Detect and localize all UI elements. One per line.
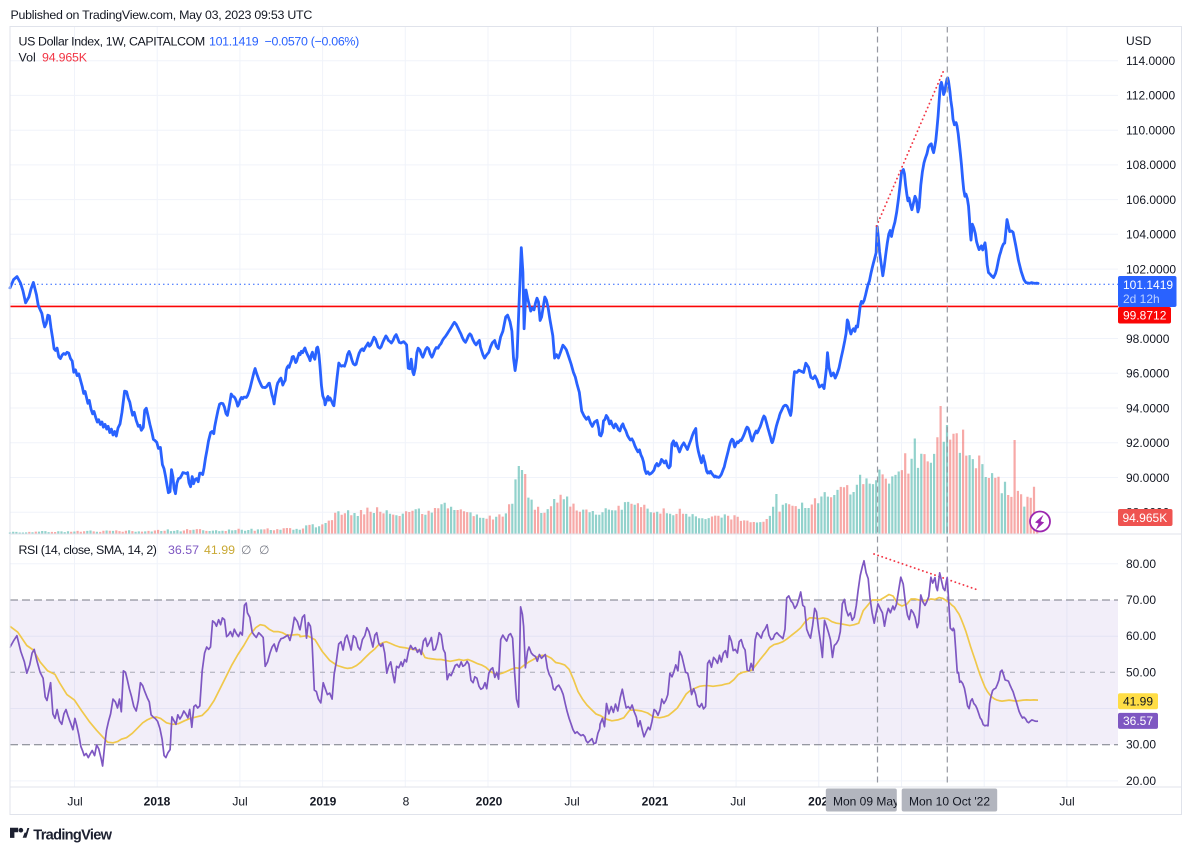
svg-text:∅: ∅ <box>241 543 251 557</box>
svg-text:Jul: Jul <box>67 795 82 809</box>
svg-text:60.00: 60.00 <box>1126 629 1156 643</box>
svg-text:94.0000: 94.0000 <box>1126 401 1170 415</box>
svg-text:∅: ∅ <box>259 543 269 557</box>
svg-text:30.00: 30.00 <box>1126 738 1156 752</box>
svg-text:Mon 09 May: Mon 09 May <box>833 795 899 809</box>
svg-text:94.965K: 94.965K <box>1123 511 1168 525</box>
svg-text:94.965K: 94.965K <box>42 51 88 65</box>
svg-text:90.0000: 90.0000 <box>1126 471 1170 485</box>
svg-text:98.0000: 98.0000 <box>1126 332 1170 346</box>
svg-text:101.1419: 101.1419 <box>1123 278 1173 292</box>
svg-text:114.0000: 114.0000 <box>1126 54 1175 68</box>
svg-text:8: 8 <box>403 795 410 809</box>
svg-text:102.0000: 102.0000 <box>1126 262 1176 276</box>
svg-text:50.00: 50.00 <box>1126 665 1156 679</box>
svg-text:TradingView: TradingView <box>33 828 112 844</box>
svg-text:110.0000: 110.0000 <box>1126 124 1175 138</box>
svg-text:41.99: 41.99 <box>204 543 235 557</box>
svg-text:2021: 2021 <box>642 795 669 809</box>
svg-text:Jul: Jul <box>730 795 745 809</box>
svg-text:Mon 10 Oct '22: Mon 10 Oct '22 <box>909 795 990 809</box>
svg-text:2018: 2018 <box>144 795 171 809</box>
svg-text:Vol: Vol <box>19 51 36 65</box>
svg-text:96.0000: 96.0000 <box>1126 367 1170 381</box>
svg-text:2020: 2020 <box>476 795 503 809</box>
svg-text:99.8712: 99.8712 <box>1123 309 1167 323</box>
svg-text:41.99: 41.99 <box>1123 695 1153 709</box>
svg-text:20.00: 20.00 <box>1126 774 1156 788</box>
svg-text:108.0000: 108.0000 <box>1126 158 1176 172</box>
svg-text:Published on TradingView.com,: Published on TradingView.com, May 03, 20… <box>11 8 313 22</box>
svg-text:92.0000: 92.0000 <box>1126 436 1170 450</box>
svg-text:106.0000: 106.0000 <box>1126 193 1176 207</box>
svg-text:Jul: Jul <box>564 795 579 809</box>
svg-text:2d 12h: 2d 12h <box>1123 292 1160 306</box>
svg-text:US Dollar Index, 1W, CAPITALCO: US Dollar Index, 1W, CAPITALCOM <box>19 35 205 49</box>
svg-text:2019: 2019 <box>310 795 337 809</box>
svg-text:101.1419 −0.0570 (−0.06%): 101.1419 −0.0570 (−0.06%) <box>209 35 359 49</box>
svg-text:36.57: 36.57 <box>1123 714 1153 728</box>
svg-text:104.0000: 104.0000 <box>1126 228 1176 242</box>
svg-text:USD: USD <box>1126 34 1152 48</box>
svg-text:36.57: 36.57 <box>168 543 199 557</box>
svg-text:70.00: 70.00 <box>1126 593 1156 607</box>
svg-text:112.0000: 112.0000 <box>1126 89 1175 103</box>
svg-text:Jul: Jul <box>1059 795 1074 809</box>
svg-text:Jul: Jul <box>232 795 247 809</box>
svg-text:RSI (14, close, SMA, 14, 2): RSI (14, close, SMA, 14, 2) <box>19 543 157 557</box>
svg-text:80.00: 80.00 <box>1126 557 1156 571</box>
